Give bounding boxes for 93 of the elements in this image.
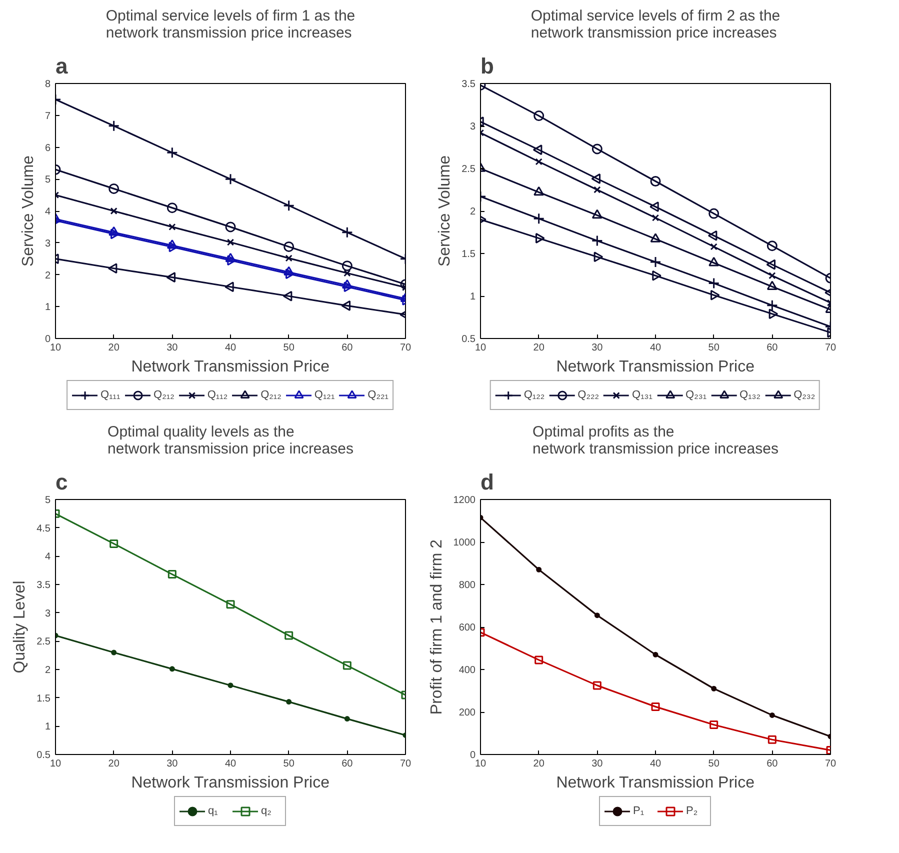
chart-title: Optimal service levels of firm 1 as the network transmission price increases <box>106 8 356 42</box>
x-tick-label: 40 <box>650 758 662 770</box>
x-tick-label: 50 <box>708 342 720 354</box>
x-tick-label: 60 <box>766 758 778 770</box>
legend-label: q₁ <box>208 805 219 817</box>
chart-title: Optimal profits as the network transmission price increases <box>532 424 778 458</box>
y-tick-label: 3 <box>470 122 476 132</box>
text: b <box>480 54 494 78</box>
legend-label: P₂ <box>686 805 699 817</box>
x-tick-label: 50 <box>283 342 295 354</box>
legend-label: Q₁₁₁ <box>100 389 121 401</box>
legend-label: Q₁₃₁ <box>632 389 653 401</box>
x-axis-title: Network Transmission Price <box>556 774 755 792</box>
y-axis-title: Quality Level <box>12 580 29 674</box>
y-tick-label: 1.5 <box>462 249 476 260</box>
y-tick-label: 0.5 <box>462 334 476 345</box>
y-tick-label: 3.5 <box>36 580 51 591</box>
x-tick-label: 70 <box>400 758 412 770</box>
y-tick-label: 200 <box>458 708 476 718</box>
x-tick-label: 20 <box>108 758 120 770</box>
y-tick-label: 4.5 <box>36 523 51 534</box>
text: d <box>480 470 494 494</box>
x-tick-label: 10 <box>50 758 62 770</box>
y-tick-label: 1200 <box>453 495 476 506</box>
x-tick-label: 70 <box>824 342 836 354</box>
y-tick-label: 6 <box>44 142 51 154</box>
y-tick-label: 400 <box>458 665 476 676</box>
text: c <box>56 470 68 494</box>
y-tick-label: 600 <box>458 622 476 634</box>
x-tick-label: 50 <box>708 758 720 770</box>
legend-label: Q₁₃₂ <box>740 389 761 401</box>
y-tick-label: 0.5 <box>36 750 51 761</box>
x-axis-title: Network Transmission Price <box>131 358 330 376</box>
y-tick-label: 3.5 <box>462 79 476 90</box>
y-axis-title: Profit of firm 1 and firm 2 <box>428 539 446 715</box>
y-tick-label: 0 <box>44 334 51 345</box>
y-axis-title: Service Volume <box>436 155 454 267</box>
y-tick-label: 1000 <box>453 538 476 548</box>
x-tick-label: 20 <box>533 342 545 354</box>
x-tick-label: 70 <box>400 342 412 354</box>
x-axis-title: Network Transmission Price <box>556 358 755 376</box>
x-tick-label: 70 <box>824 758 836 770</box>
text: a <box>56 54 68 78</box>
chart-title: Optimal quality levels as the network transmission price increases <box>108 424 354 458</box>
x-tick-label: 50 <box>283 758 295 770</box>
legend-label: Q₂₁₂ <box>260 389 282 401</box>
x-tick-label: 20 <box>533 758 545 770</box>
legend-label: Q₂₃₂ <box>794 389 816 401</box>
legend-label: Q₂₂₂ <box>578 389 600 401</box>
y-tick-label: 8 <box>44 79 51 90</box>
x-tick-label: 30 <box>592 342 604 354</box>
legend-label: P₁ <box>633 805 646 817</box>
y-tick-label: 1.5 <box>36 693 51 704</box>
x-tick-label: 40 <box>224 342 236 354</box>
y-tick-label: 1 <box>44 722 51 733</box>
y-tick-label: 2.5 <box>36 636 51 648</box>
x-tick-label: 60 <box>342 342 354 354</box>
x-tick-label: 30 <box>592 758 604 770</box>
y-axis-title: Service Volume <box>20 155 37 267</box>
x-tick-label: 30 <box>166 342 178 354</box>
x-tick-label: 10 <box>50 342 62 354</box>
legend-label: Q₂₃₁ <box>686 389 707 401</box>
legend-label: Q₁₂₁ <box>314 389 335 401</box>
y-tick-label: 4 <box>44 552 51 563</box>
y-tick-label: 0 <box>470 750 476 761</box>
x-tick-label: 20 <box>108 342 120 354</box>
y-tick-label: 2 <box>470 206 476 218</box>
legend-label: Q₂₂₁ <box>368 389 388 401</box>
legend-label: q₂ <box>261 805 272 817</box>
y-tick-label: 4 <box>44 206 51 218</box>
y-tick-label: 5 <box>44 174 51 186</box>
x-tick-label: 10 <box>474 342 486 354</box>
x-tick-label: 40 <box>224 758 236 770</box>
y-tick-label: 7 <box>44 110 51 122</box>
y-tick-label: 2.5 <box>462 164 476 175</box>
chart-title: Optimal service levels of firm 2 as the network transmission price increases <box>530 8 780 42</box>
y-tick-label: 2 <box>44 665 51 676</box>
x-tick-label: 60 <box>342 758 354 770</box>
y-tick-label: 3 <box>44 608 51 620</box>
y-tick-label: 2 <box>44 270 51 282</box>
y-tick-label: 1 <box>44 302 51 314</box>
x-tick-label: 30 <box>166 758 178 770</box>
y-tick-label: 5 <box>44 495 51 506</box>
legend-label: Q₁₁₂ <box>207 389 228 401</box>
x-tick-label: 60 <box>766 342 778 354</box>
x-tick-label: 40 <box>650 342 662 354</box>
x-axis-title: Network Transmission Price <box>131 774 330 792</box>
y-tick-label: 3 <box>44 238 51 250</box>
y-tick-label: 800 <box>458 580 476 591</box>
legend-label: Q₂₁₂ <box>154 389 174 401</box>
x-tick-label: 10 <box>474 758 486 770</box>
legend-label: Q₁₂₂ <box>524 389 545 401</box>
y-tick-label: 1 <box>470 292 476 302</box>
